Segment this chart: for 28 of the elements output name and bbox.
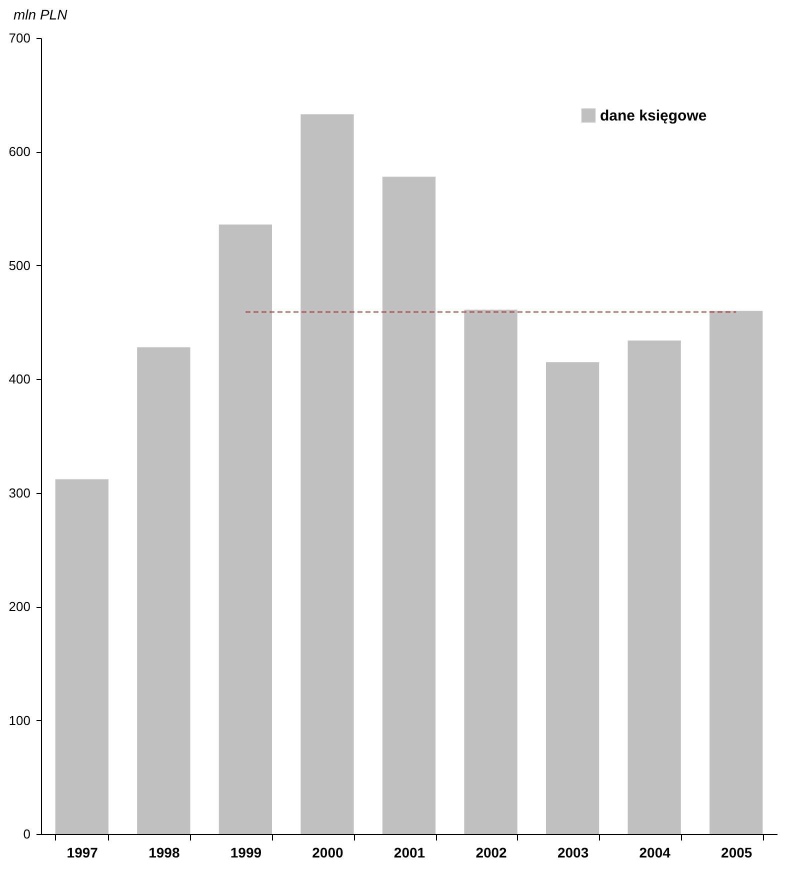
y-tick-label: 300 (8, 485, 30, 500)
bar (710, 310, 763, 834)
y-tick-label: 100 (8, 712, 30, 728)
bar (546, 362, 600, 834)
x-tick-label: 2000 (312, 844, 344, 860)
bar (382, 176, 436, 834)
y-tick-label: 500 (8, 258, 30, 273)
x-tick-label: 2003 (557, 844, 589, 860)
x-tick-label: 2001 (394, 844, 426, 860)
bar (55, 479, 108, 834)
legend-label: dane księgowe (600, 108, 707, 124)
bar (137, 347, 190, 834)
y-axis-title: mln PLN (14, 6, 68, 22)
x-tick-label: 2002 (476, 844, 508, 860)
bar (628, 340, 681, 834)
y-tick-label: 200 (8, 599, 30, 614)
y-tick-label: 400 (8, 372, 30, 387)
bar (218, 224, 272, 834)
y-tick-label: 600 (8, 144, 30, 160)
y-tick-label: 0 (23, 826, 30, 842)
x-tick-label: 2004 (639, 844, 671, 860)
x-tick-label: 1999 (230, 844, 262, 860)
bar (300, 114, 354, 834)
y-tick-label: 700 (8, 30, 30, 46)
bar (464, 310, 518, 834)
x-tick-label: 2005 (721, 844, 752, 860)
x-tick-label: 1998 (148, 844, 180, 860)
x-tick-label: 1997 (66, 844, 98, 860)
